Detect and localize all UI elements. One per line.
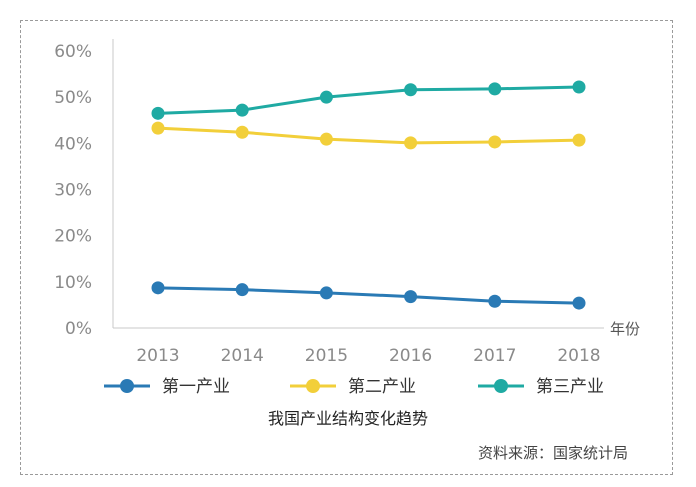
chart-frame xyxy=(20,20,673,475)
chart-source: 资料来源：国家统计局 xyxy=(478,444,628,462)
legend-marker xyxy=(494,379,508,393)
data-point xyxy=(319,90,333,104)
data-point xyxy=(404,83,418,97)
legend-marker xyxy=(120,379,134,393)
legend: 第一产业 第二产业 第三产业 xyxy=(104,377,604,397)
data-point xyxy=(404,136,418,150)
series-3 xyxy=(151,80,586,120)
y-tick-label: 40% xyxy=(54,134,92,154)
legend-item: 第一产业 xyxy=(104,377,230,397)
data-point xyxy=(235,125,249,139)
series-2 xyxy=(151,121,586,150)
y-tick-label: 60% xyxy=(54,42,92,62)
y-tick-label: 50% xyxy=(54,88,92,108)
legend-item: 第二产业 xyxy=(290,377,416,397)
x-tick-label: 2018 xyxy=(557,346,600,366)
data-point xyxy=(572,80,586,94)
legend-marker xyxy=(306,379,320,393)
legend-label: 第三产业 xyxy=(536,377,604,397)
data-point xyxy=(488,135,502,149)
data-point xyxy=(572,296,586,310)
y-tick-label: 0% xyxy=(65,319,92,339)
data-point xyxy=(151,106,165,120)
chart-title: 我国产业结构变化趋势 xyxy=(268,409,428,428)
data-point xyxy=(488,294,502,308)
series-line xyxy=(157,85,580,115)
data-point xyxy=(319,132,333,146)
y-tick-label: 20% xyxy=(54,227,92,247)
data-point xyxy=(488,82,502,96)
x-tick-label: 2015 xyxy=(305,346,348,366)
x-tick-label: 2016 xyxy=(389,346,432,366)
legend-label: 第二产业 xyxy=(348,377,416,397)
series-line xyxy=(157,286,580,305)
data-point xyxy=(404,290,418,304)
x-tick-label: 2013 xyxy=(136,346,179,366)
y-tick-label: 10% xyxy=(54,273,92,293)
y-axis-ticks: 0% 10% 20% 30% 40% 50% 60% xyxy=(54,42,92,339)
x-axis-label: 年份 xyxy=(610,320,640,338)
data-point xyxy=(235,103,249,117)
x-axis-ticks: 2013 2014 2015 2016 2017 2018 xyxy=(136,346,600,366)
data-point xyxy=(235,283,249,297)
legend-item: 第三产业 xyxy=(478,377,604,397)
series-line xyxy=(157,126,580,145)
series-layer xyxy=(151,80,586,310)
data-point xyxy=(151,281,165,295)
x-tick-label: 2017 xyxy=(473,346,516,366)
x-tick-label: 2014 xyxy=(221,346,264,366)
legend-label: 第一产业 xyxy=(162,377,230,397)
data-point xyxy=(572,133,586,147)
data-point xyxy=(319,286,333,300)
series-1 xyxy=(151,281,586,310)
data-point xyxy=(151,121,165,135)
y-tick-label: 30% xyxy=(54,181,92,201)
